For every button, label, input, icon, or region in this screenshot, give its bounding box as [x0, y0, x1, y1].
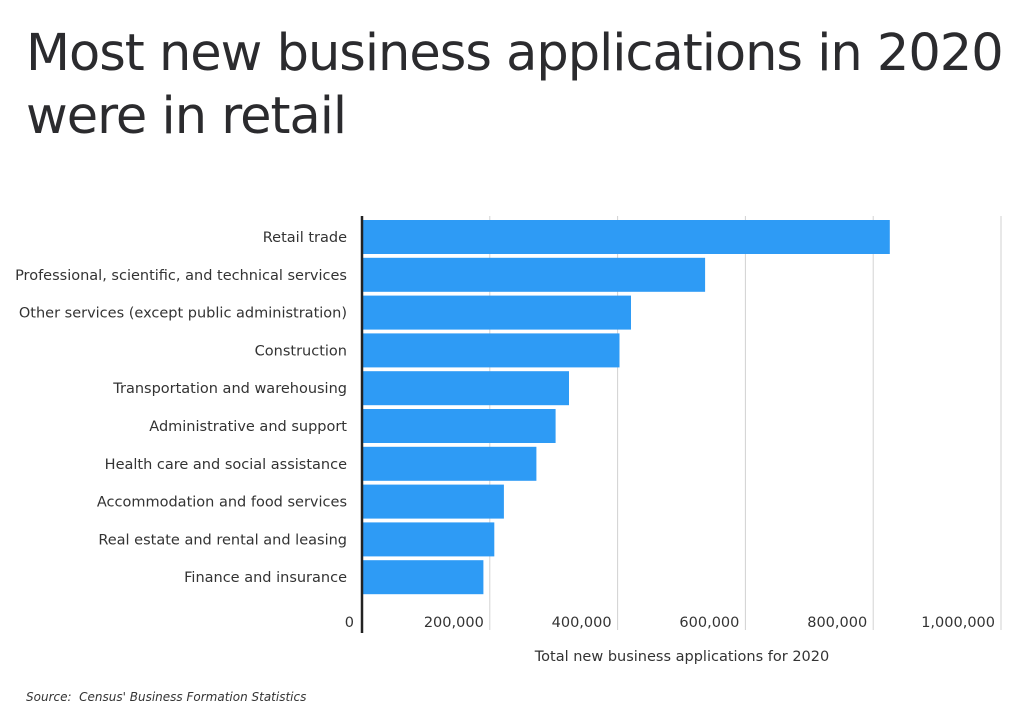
- category-labels: Retail trade Professional, scientific, an…: [15, 230, 347, 586]
- bars: [362, 220, 890, 595]
- category-label: Other services (except public administra…: [19, 306, 347, 322]
- x-tick-label: 200,000: [424, 615, 484, 631]
- category-label: Health care and social assistance: [105, 457, 347, 473]
- x-tick-label: 800,000: [807, 615, 867, 631]
- bar: [362, 220, 890, 254]
- bar: [362, 409, 556, 443]
- x-tick-label: 1,000,000: [921, 615, 995, 631]
- category-label: Administrative and support: [149, 419, 347, 435]
- bar: [362, 484, 504, 519]
- source-note: Source: Census' Business Formation Stati…: [26, 690, 307, 704]
- category-label: Construction: [255, 343, 347, 359]
- category-label: Finance and insurance: [184, 570, 347, 586]
- category-label: Accommodation and food services: [97, 495, 347, 511]
- bar: [362, 295, 631, 330]
- bar: [362, 257, 706, 292]
- bar: [362, 522, 495, 557]
- category-label: Professional, scientific, and technical …: [15, 268, 347, 284]
- x-axis-title: Total new business applications for 2020: [534, 649, 829, 665]
- x-axis-tick-labels: 0 200,000 400,000 600,000 800,000 1,000,000: [345, 615, 995, 631]
- x-tick-label: 600,000: [679, 615, 739, 631]
- bar: [362, 333, 620, 368]
- category-label: Real estate and rental and leasing: [98, 532, 347, 548]
- x-tick-label: 400,000: [552, 615, 612, 631]
- category-label: Transportation and warehousing: [112, 381, 347, 397]
- x-tick-label: 0: [345, 615, 354, 631]
- bar: [362, 446, 537, 481]
- category-label: Retail trade: [263, 230, 347, 246]
- bar: [362, 371, 569, 406]
- chart-title: Most new business applications in 2020 w…: [26, 24, 1004, 146]
- bar: [362, 560, 484, 595]
